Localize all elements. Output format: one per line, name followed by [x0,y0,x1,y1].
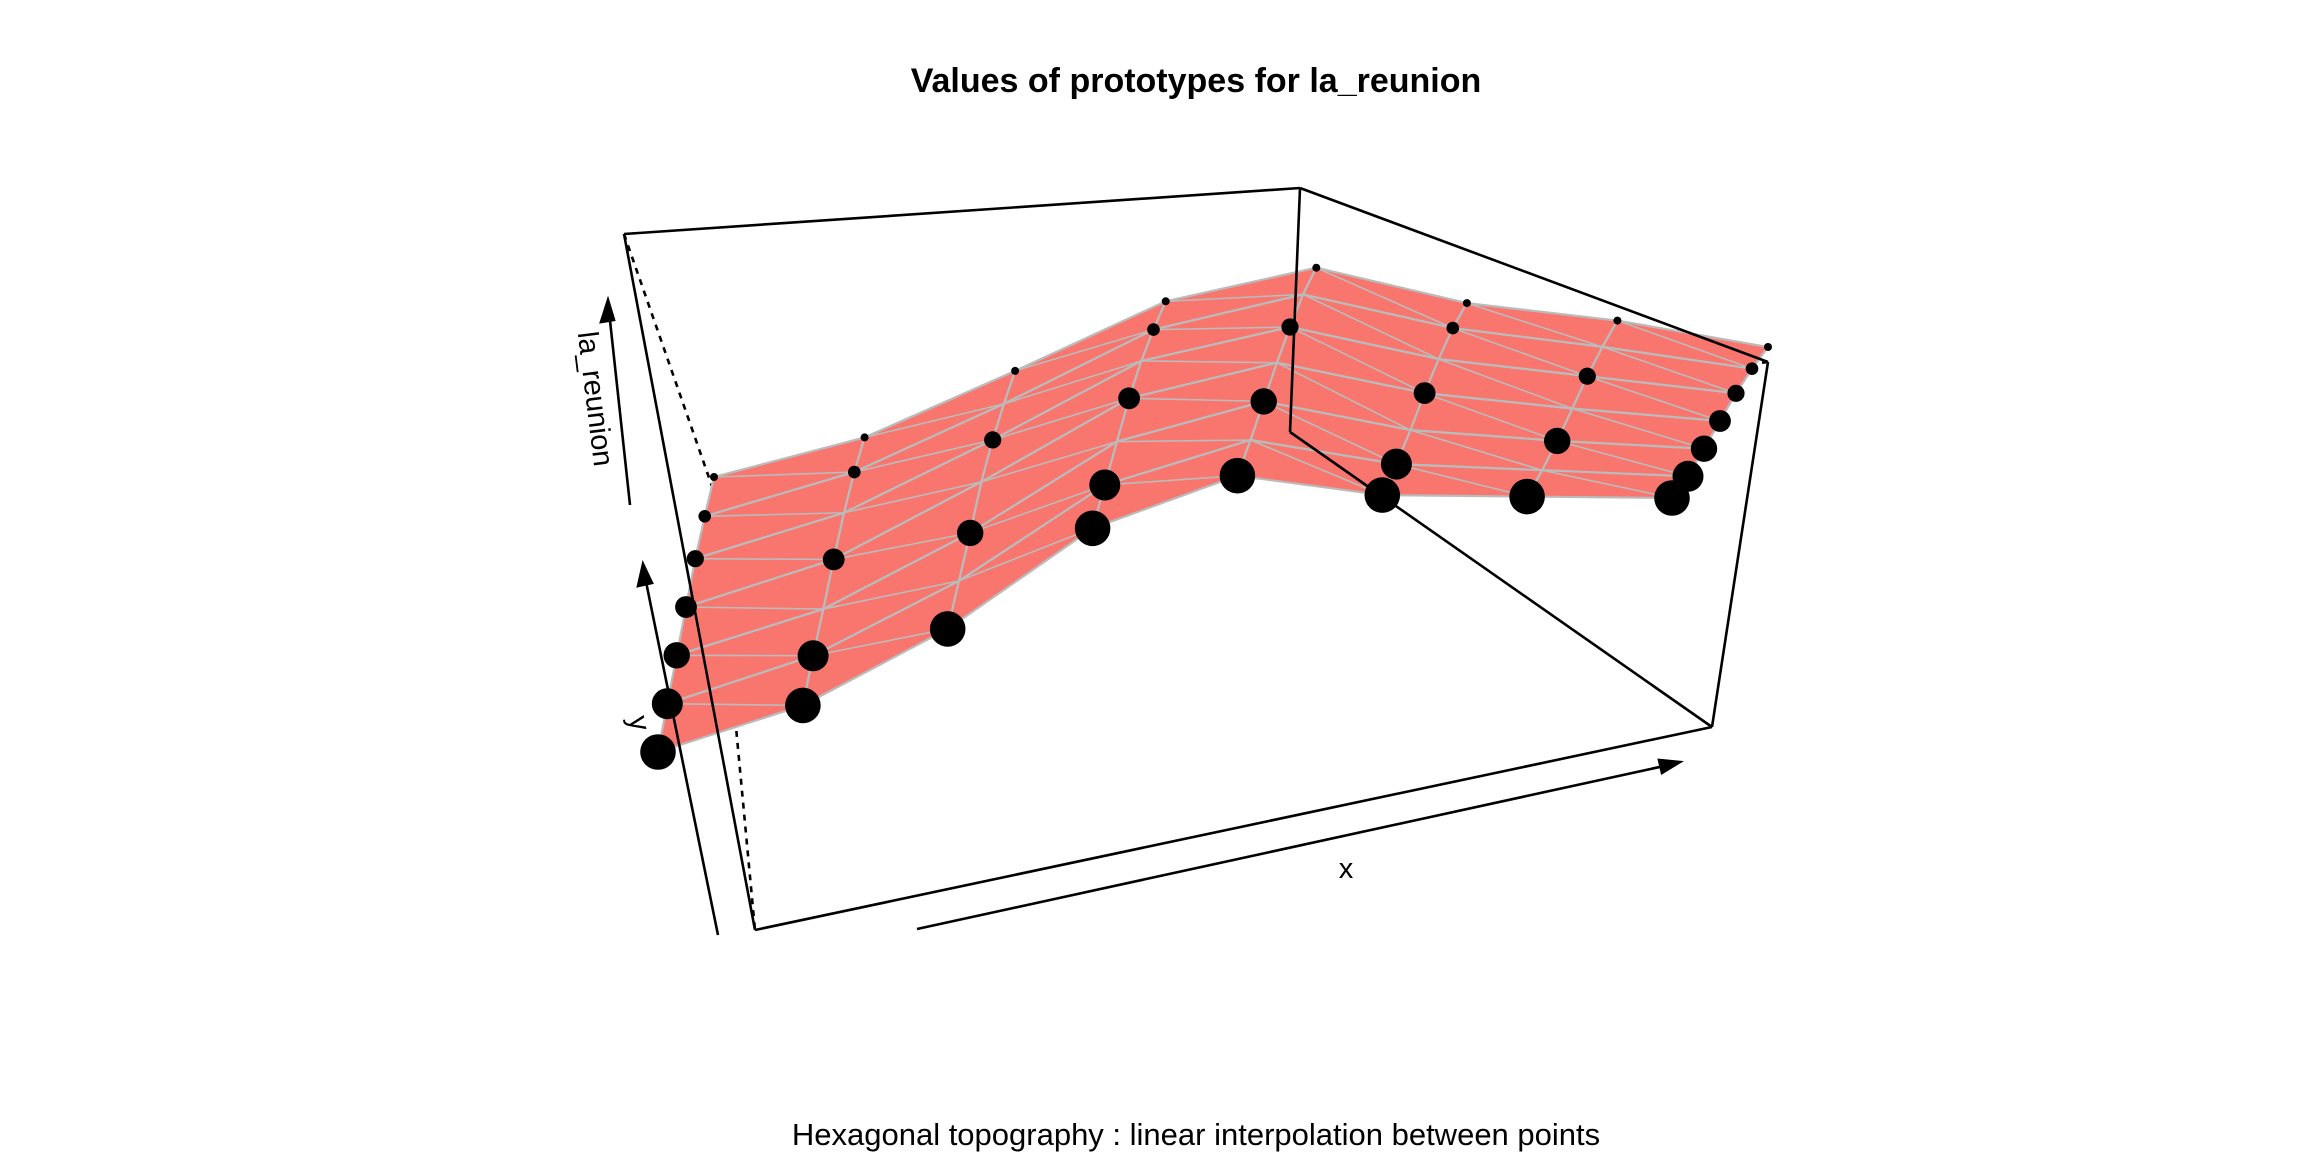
x-arrowhead [1659,760,1680,773]
prototype-point [1118,387,1140,409]
prototype-point [848,466,861,479]
prototype-point [1075,511,1111,547]
box-edge [624,188,1300,234]
prototype-point [1381,449,1412,480]
z-axis-label: la_reunion [571,330,619,468]
y-arrowhead [638,564,652,586]
prototype-point [861,433,869,441]
prototype-point [687,550,704,567]
prototype-point [1509,479,1545,515]
prototype-point [1691,436,1717,462]
hidden-edge-top-left [624,234,714,492]
chart-subtitle: Hexagonal topography : linear interpolat… [792,1117,1600,1152]
prototype-point [1089,470,1120,501]
x-axis-label: x [1339,853,1354,885]
prototype-point [1709,410,1731,432]
prototype-point [984,431,1001,448]
prototype-point [957,520,983,546]
prototype-point [1312,264,1320,272]
prototype-point [1162,297,1170,305]
z-arrowhead [601,300,614,322]
x-axis-arrow [917,763,1678,929]
prototype-point [1414,382,1436,404]
prototype-point [1281,318,1298,335]
chart-title: Values of prototypes for la_reunion [911,62,1482,100]
prototype-point [664,642,690,668]
prototype-point [640,734,676,770]
prototype-point [1579,368,1596,385]
prototype-point [698,510,711,523]
prototype-point [1011,367,1019,375]
prototype-point [1613,317,1621,325]
surface-mesh-line [695,559,833,560]
prototype-point [1654,480,1690,516]
prototype-point [1251,388,1277,414]
prototype-point [1220,458,1256,494]
prototype-point [1544,428,1570,454]
prototype-point [823,549,845,571]
prototype-point [798,640,829,671]
prototype-point [1147,323,1160,336]
prototype-point [1727,385,1744,402]
prototype-point [785,688,821,724]
prototype-point [710,473,718,481]
surface [658,268,1768,752]
y-axis-label: y [622,713,656,734]
box-edge [755,727,1712,930]
prototype-point [652,688,683,719]
prototype-point [1463,299,1471,307]
prototype-point [1746,362,1759,375]
prototype-point [930,611,966,647]
prototype-point [1447,322,1460,335]
prototype-point [1764,343,1772,351]
